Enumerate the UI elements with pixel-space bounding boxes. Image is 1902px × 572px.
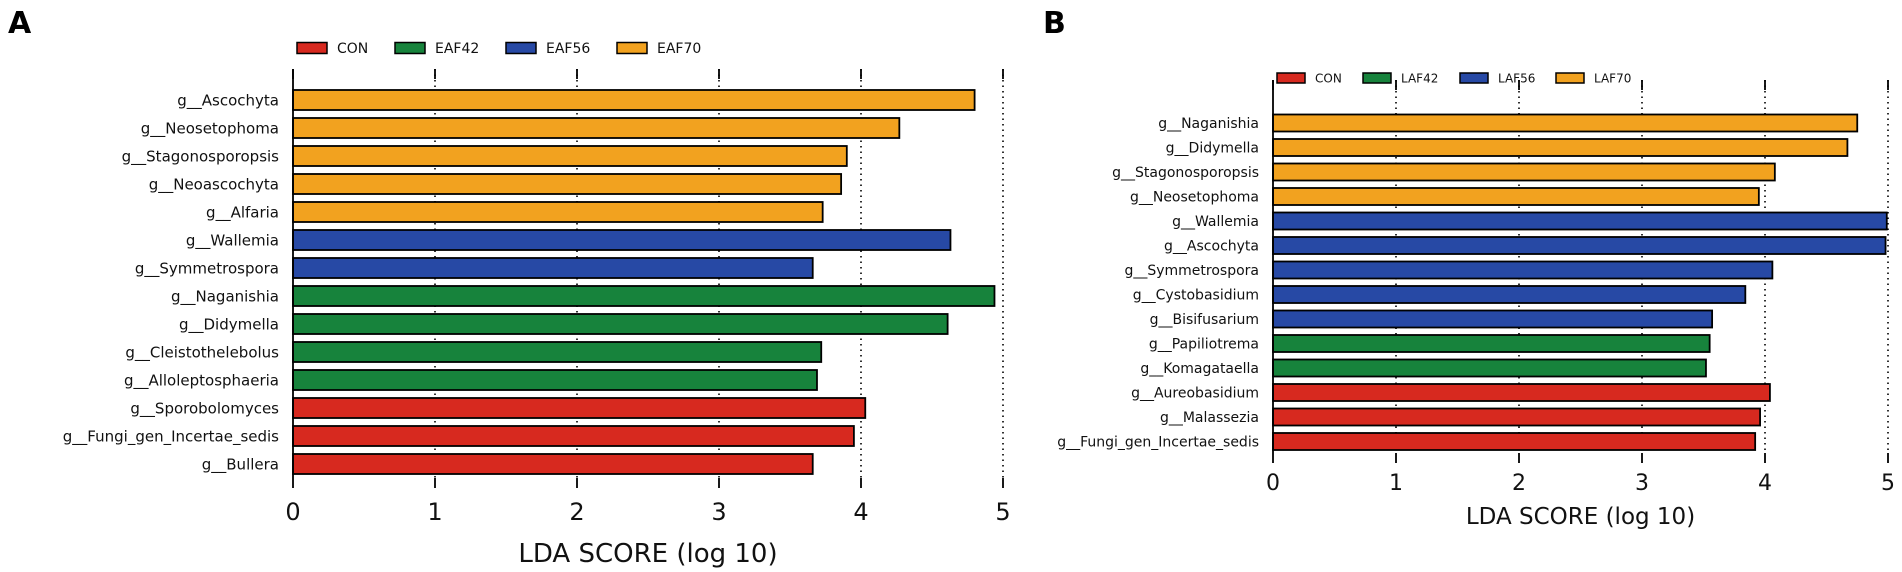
panel-a-x-axis-title: LDA SCORE (log 10) — [518, 539, 777, 569]
panel-a-category-label: g__Sporobolomyces — [130, 399, 279, 418]
panel-b-bar — [1272, 260, 1774, 280]
panel-b-bar — [1272, 236, 1887, 255]
panel-a-category-label: g__Alloleptosphaeria — [124, 371, 279, 390]
panel-b-legend-label: LAF56 — [1498, 71, 1535, 85]
panel-b-category-label: g__Stagonosporopsis — [1112, 165, 1259, 181]
panel-b-legend-swatch — [1276, 72, 1306, 84]
panel-b-category-label: g__Fungi_gen_Incertae_sedis — [1057, 434, 1259, 450]
panel-b-bar — [1272, 383, 1771, 402]
panel-a-bar — [292, 397, 867, 419]
panel-b-x-axis-title: LDA SCORE (log 10) — [1466, 504, 1695, 530]
panel-b-category-label: g__Naganishia — [1158, 116, 1259, 132]
panel-a-letter: A — [8, 6, 32, 41]
panel-b-legend-label: CON — [1315, 71, 1342, 85]
panel-a-bar — [292, 173, 843, 195]
panel-a-legend-swatch — [296, 41, 328, 55]
panel-a-category-label: g__Stagonosporopsis — [122, 147, 280, 166]
panel-b-x-tick-label: 2 — [1512, 471, 1526, 496]
panel-b-category-label: g__Bisifusarium — [1150, 312, 1259, 328]
panel-a-category-label: g__Bullera — [202, 455, 279, 474]
panel-b-bar — [1272, 285, 1747, 304]
panel-b-category-label: g__Aureobasidium — [1131, 385, 1259, 401]
panel-a-bar — [292, 117, 901, 139]
panel-b-letter: B — [1043, 6, 1066, 41]
panel-b-bar — [1272, 138, 1849, 157]
panel-b-category-label: g__Ascochyta — [1164, 238, 1259, 254]
panel-a-bar — [292, 369, 818, 391]
panel-a-x-tick-label: 4 — [853, 498, 868, 526]
panel-a-bar — [292, 89, 976, 111]
panel-b-bar — [1272, 358, 1707, 378]
panel-a-legend-swatch — [394, 41, 426, 55]
panel-a-legend-swatch — [616, 41, 648, 55]
panel-a-x-tick-label: 2 — [569, 498, 584, 526]
panel-a-legend-swatch — [505, 41, 537, 55]
panel-b-category-label: g__Wallemia — [1172, 214, 1259, 230]
panel-a-x-tick-label: 0 — [285, 498, 300, 526]
panel-a-legend-label: EAF56 — [546, 41, 590, 57]
panel-b-category-label: g__Malassezia — [1160, 410, 1259, 426]
panel-a-category-label: g__Neoascochyta — [149, 175, 279, 194]
panel-b-bar — [1272, 113, 1859, 133]
panel-a-bar — [292, 341, 823, 363]
panel-a-bar — [292, 145, 848, 167]
panel-b-bar — [1272, 211, 1888, 231]
panel-a-x-tick-label: 3 — [711, 498, 726, 526]
panel-b-legend-swatch — [1555, 72, 1585, 84]
panel-b-x-tick-label: 3 — [1635, 471, 1649, 496]
panel-a-category-label: g__Neosetophoma — [141, 119, 279, 138]
panel-a-bar — [292, 285, 996, 307]
panel-b-category-label: g__Neosetophoma — [1130, 189, 1259, 205]
panel-a-bar — [292, 229, 952, 251]
panel-b-legend-label: LAF70 — [1594, 71, 1631, 85]
panel-a-bar — [292, 313, 949, 335]
panel-a-category-label: g__Symmetrospora — [135, 259, 279, 278]
panel-b-bar — [1272, 309, 1714, 329]
panel-b-bar — [1272, 187, 1760, 206]
panel-a-bar — [292, 425, 855, 447]
panel-a-bar — [292, 257, 814, 279]
panel-a-bar — [292, 201, 824, 223]
panel-a-legend-label: CON — [337, 41, 368, 57]
panel-b-legend-label: LAF42 — [1401, 71, 1438, 85]
panel-b-category-label: g__Komagataella — [1140, 361, 1259, 377]
panel-b-bar — [1272, 432, 1757, 451]
panel-a-category-label: g__Alfaria — [206, 203, 279, 222]
panel-a-bar — [292, 453, 814, 475]
panel-a-category-label: g__Didymella — [179, 315, 279, 334]
panel-b-bar — [1272, 162, 1776, 182]
panel-b-x-tick-label: 1 — [1389, 471, 1403, 496]
panel-b-bar — [1272, 334, 1711, 353]
panel-b-category-label: g__Symmetrospora — [1124, 263, 1259, 279]
panel-b-x-tick-label: 0 — [1266, 471, 1280, 496]
panel-a-category-label: g__Cleistothelebolus — [125, 343, 279, 362]
panel-a-category-label: g__Ascochyta — [177, 91, 279, 110]
panel-b-x-tick-label: 4 — [1758, 471, 1772, 496]
panel-b-category-label: g__Didymella — [1166, 140, 1259, 156]
panel-a-category-label: g__Fungi_gen_Incertae_sedis — [63, 427, 279, 446]
panel-b-legend-swatch — [1362, 72, 1392, 84]
panel-b-category-label: g__Papiliotrema — [1149, 336, 1259, 352]
panel-a-x-tick-label: 5 — [995, 498, 1010, 526]
panel-a-x-tick-label: 1 — [427, 498, 442, 526]
panel-a-category-label: g__Wallemia — [186, 231, 279, 250]
panel-a-category-label: g__Naganishia — [171, 287, 279, 306]
panel-a-legend-label: EAF42 — [435, 41, 479, 57]
panel-b-chart: g__Naganishia g__Didymella g__Stagonosporo… — [1057, 71, 1895, 530]
panel-b-bar — [1272, 407, 1761, 427]
panel-b-category-label: g__Cystobasidium — [1133, 287, 1259, 303]
panel-b-x-tick-label: 5 — [1881, 471, 1895, 496]
panel-b-legend-swatch — [1459, 72, 1489, 84]
panel-a-chart: g__Ascochyta g__Neosetophoma g__Stagonospo… — [63, 41, 1011, 569]
panel-a-legend-label: EAF70 — [657, 41, 701, 57]
